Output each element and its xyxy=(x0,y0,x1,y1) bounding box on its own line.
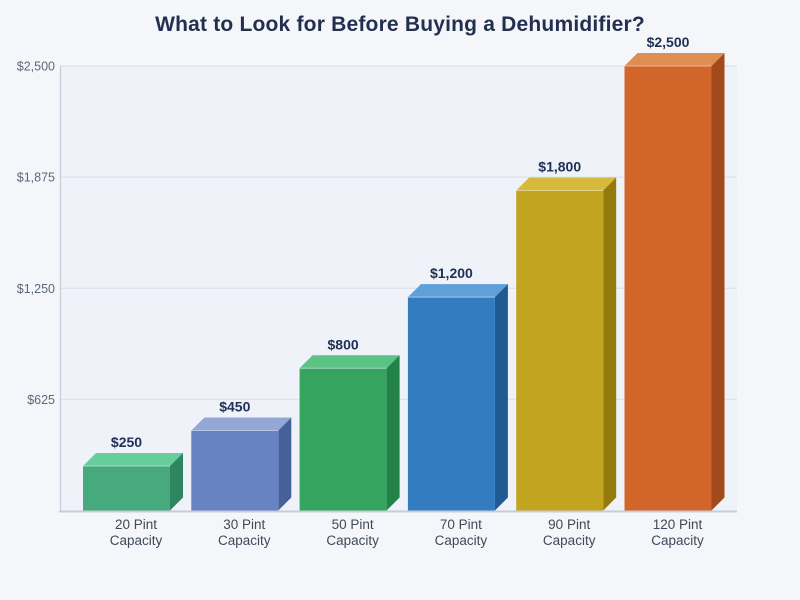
bar-top-face xyxy=(191,417,292,431)
y-axis-tick-label: $625 xyxy=(27,393,55,407)
bar-top-face xyxy=(407,284,508,298)
bar-value-label: $250 xyxy=(111,434,142,450)
x-axis-label: Capacity xyxy=(651,533,704,548)
chart-title: What to Look for Before Buying a Dehumid… xyxy=(155,13,645,36)
x-axis-label: Capacity xyxy=(543,533,596,548)
bar-front-face xyxy=(299,368,387,511)
x-axis-label: Capacity xyxy=(218,533,271,548)
bar-side-face xyxy=(494,284,508,511)
bar-value-label: $1,800 xyxy=(538,158,581,174)
bar-side-face xyxy=(603,177,617,511)
bar-value-label: $800 xyxy=(328,336,359,352)
bar-top-face xyxy=(516,177,617,191)
y-axis-tick-label: $2,500 xyxy=(17,60,55,74)
bar-side-face xyxy=(278,417,292,511)
bar-front-face xyxy=(83,466,170,511)
bar-front-face xyxy=(407,297,495,511)
y-axis-tick-label: $1,250 xyxy=(17,282,55,296)
bar-front-face xyxy=(516,190,604,511)
x-axis-label: 70 Pint xyxy=(440,517,482,532)
bar-front-face xyxy=(624,66,712,511)
bar-top-face xyxy=(299,355,400,369)
bar-side-face xyxy=(386,355,400,511)
x-axis-label: 20 Pint xyxy=(115,517,157,532)
bar-value-label: $450 xyxy=(219,398,250,414)
bar-value-label: $2,500 xyxy=(647,34,690,50)
x-axis-label: 50 Pint xyxy=(332,517,374,532)
x-axis-label: 30 Pint xyxy=(223,517,265,532)
bar-side-face xyxy=(170,453,183,511)
y-axis-tick-label: $1,875 xyxy=(17,171,55,185)
x-axis-label: Capacity xyxy=(326,533,379,548)
x-axis-label: 120 Pint xyxy=(653,517,703,532)
bar-front-face xyxy=(191,430,279,511)
bar-value-label: $1,200 xyxy=(430,265,473,281)
x-axis-label: Capacity xyxy=(435,533,488,548)
x-axis-label: 90 Pint xyxy=(548,517,590,532)
bar-side-face xyxy=(711,53,725,511)
bar-top-face xyxy=(83,453,183,467)
x-axis-label: Capacity xyxy=(110,533,163,548)
bar-top-face xyxy=(624,53,725,66)
